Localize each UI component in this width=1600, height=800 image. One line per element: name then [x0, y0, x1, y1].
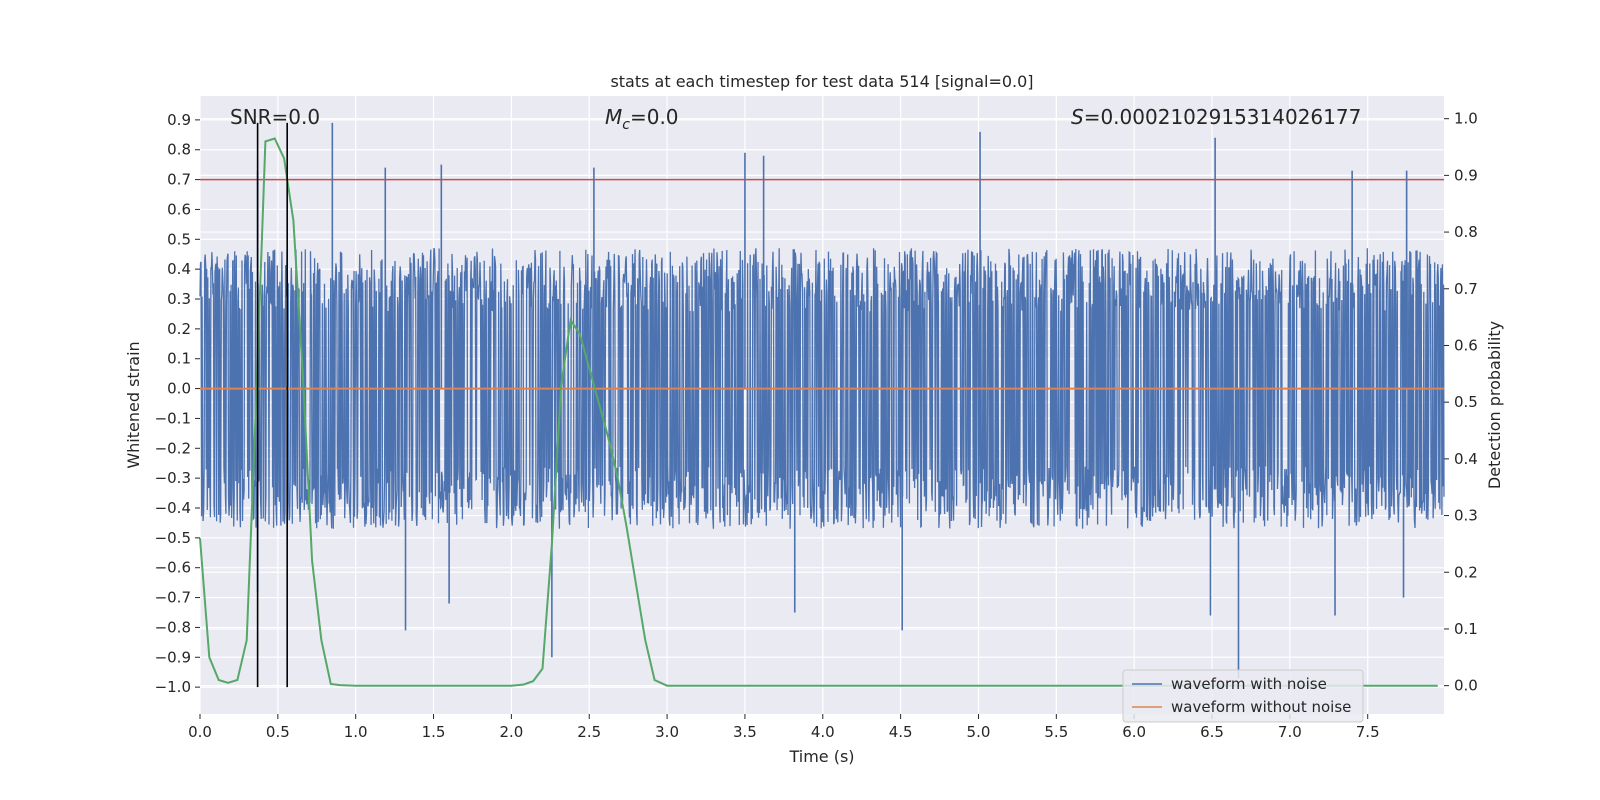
- y-tick-label: 0.7: [167, 171, 191, 189]
- x-tick-label: 6.5: [1200, 723, 1224, 741]
- detection-probability-line: [199, 137, 1438, 687]
- x-tick-label: 7.0: [1278, 723, 1302, 741]
- mc-value: =0.0: [630, 105, 679, 129]
- x-tick-label: 5.5: [1044, 723, 1068, 741]
- x-tick-label: 4.0: [811, 723, 835, 741]
- x-tick-label: 2.0: [499, 723, 523, 741]
- y2-tick-label: 0.1: [1454, 620, 1478, 638]
- mc-symbol: M: [605, 105, 622, 129]
- y-tick-label: −0.5: [155, 529, 191, 547]
- y-tick-label: 0.6: [167, 200, 191, 218]
- y-tick-label: 0.4: [167, 260, 191, 278]
- y-tick-label: 0.3: [167, 290, 191, 308]
- y-tick-label: 0.8: [167, 141, 191, 159]
- y-tick-label: −0.2: [155, 439, 191, 457]
- legend-box: [1122, 669, 1364, 723]
- y-tick-label: −0.6: [155, 559, 191, 577]
- y2-tick-label: 0.6: [1454, 336, 1478, 354]
- y-tick-label: −0.9: [155, 648, 191, 666]
- x-axis-label: Time (s): [788, 747, 854, 766]
- y-tick-label: −0.3: [155, 469, 191, 487]
- y-tick-label: 0.9: [167, 111, 191, 129]
- y-tick-label: 0.1: [167, 350, 191, 368]
- noise-series: [199, 122, 1445, 679]
- x-tick-label: 2.5: [577, 723, 601, 741]
- y2-tick-label: 0.9: [1454, 166, 1478, 184]
- x-tick-label: 3.5: [733, 723, 757, 741]
- y2-axis-label: Detection probability: [1485, 321, 1504, 489]
- y2-tick-label: 0.8: [1454, 223, 1478, 241]
- y2-tick-label: 0.5: [1454, 393, 1478, 411]
- x-axis-ticks: 0.0 0.5 1.0 1.5 2.0 2.5 3.0 3.5 4.0 4.5 5.0 5.5 6.0 6…: [188, 714, 1380, 741]
- waveform-with-noise-line: [199, 247, 1445, 529]
- y-tick-label: 0.0: [167, 380, 191, 398]
- x-tick-label: 4.5: [889, 723, 913, 741]
- x-tick-label: 1.0: [344, 723, 368, 741]
- y2-tick-label: 0.3: [1454, 507, 1478, 525]
- y-axis-ticks: 0.9 0.8 0.7 0.6 0.5 0.4 0.3 0.2 0.1 0.0 −0.1 −0.2 −0…: [155, 111, 200, 696]
- x-tick-label: 3.0: [655, 723, 679, 741]
- x-tick-label: 1.5: [422, 723, 446, 741]
- y-tick-label: −0.4: [155, 499, 191, 517]
- s-symbol: S: [1071, 105, 1084, 129]
- y-tick-label: −1.0: [155, 678, 191, 696]
- y2-tick-label: 0.2: [1454, 563, 1478, 581]
- x-tick-label: 0.5: [266, 723, 290, 741]
- y-tick-label: −0.1: [155, 409, 191, 427]
- legend-label-clean: waveform without noise: [1171, 698, 1351, 716]
- x-tick-label: 5.0: [967, 723, 991, 741]
- x-tick-label: 6.0: [1122, 723, 1146, 741]
- y2-tick-label: 0.7: [1454, 280, 1478, 298]
- y2-tick-label: 0.4: [1454, 450, 1478, 468]
- y-tick-label: 0.5: [167, 230, 191, 248]
- y-tick-label: −0.7: [155, 589, 191, 607]
- legend: waveform with noise waveform without noi…: [1122, 669, 1364, 723]
- chart-title: stats at each timestep for test data 514…: [610, 72, 1033, 91]
- y2-tick-label: 1.0: [1454, 110, 1478, 128]
- y-tick-label: −0.8: [155, 618, 191, 636]
- s-annotation: S=0.0002102915314026177: [1071, 105, 1361, 129]
- mc-subscript: c: [622, 117, 630, 133]
- snr-annotation: SNR=0.0: [230, 105, 320, 129]
- legend-label-noise: waveform with noise: [1171, 675, 1327, 693]
- x-tick-label: 0.0: [188, 723, 212, 741]
- s-value: =0.0002102915314026177: [1084, 105, 1362, 129]
- y-axis-label: Whitened strain: [124, 341, 143, 468]
- y-tick-label: 0.2: [167, 320, 191, 338]
- y2-axis-ticks: 1.0 0.9 0.8 0.7 0.6 0.5 0.4 0.3 0.2 0.1 0.0: [1444, 110, 1478, 695]
- y2-tick-label: 0.0: [1454, 677, 1478, 695]
- x-tick-label: 7.5: [1356, 723, 1380, 741]
- mc-annotation: Mc=0.0: [605, 105, 679, 133]
- overlay-lines: [199, 122, 1444, 688]
